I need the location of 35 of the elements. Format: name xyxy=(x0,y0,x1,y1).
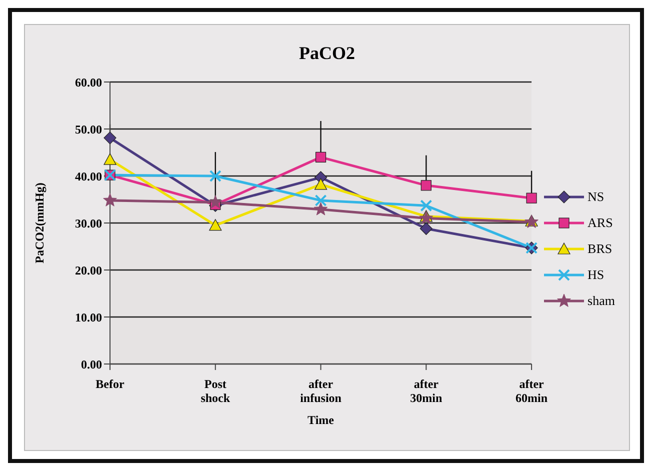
y-tick-label: 10.00 xyxy=(75,310,102,324)
point xyxy=(209,219,222,231)
legend-label: ARS xyxy=(588,215,613,231)
point xyxy=(209,170,222,182)
point xyxy=(315,152,326,162)
point xyxy=(208,195,222,208)
y-tick-label: 40.00 xyxy=(75,169,102,184)
point xyxy=(526,192,537,204)
point xyxy=(314,194,327,206)
point xyxy=(314,202,328,216)
point xyxy=(103,193,117,206)
y-tick-label: 0.00 xyxy=(81,357,102,372)
point xyxy=(420,200,432,212)
x-tick-label: Befor xyxy=(96,377,125,391)
point xyxy=(419,211,434,224)
y-tick-label: 30.00 xyxy=(75,216,102,230)
y-tick-label: 50.00 xyxy=(75,122,102,136)
chart-title: PaCO2 xyxy=(298,43,356,64)
x-tick-label: after 60min xyxy=(516,377,548,405)
point xyxy=(420,222,432,235)
x-tick-label: after infusion xyxy=(300,377,342,405)
point xyxy=(314,178,328,190)
legend-label: sham xyxy=(588,293,615,309)
point xyxy=(420,180,432,191)
x-axis-title: Time xyxy=(308,413,335,427)
legend-label: BRS xyxy=(588,241,612,257)
point xyxy=(104,132,116,144)
point xyxy=(104,153,116,165)
y-axis-title: PaCO2(mmHg) xyxy=(32,182,46,264)
y-tick-label: 20.00 xyxy=(75,263,102,278)
x-tick-label: after 30min xyxy=(410,377,442,405)
y-tick-label: 60.00 xyxy=(75,75,102,90)
legend-label: NS xyxy=(588,189,604,205)
legend-label: HS xyxy=(588,267,604,283)
x-tick-label: Post shock xyxy=(200,377,230,405)
